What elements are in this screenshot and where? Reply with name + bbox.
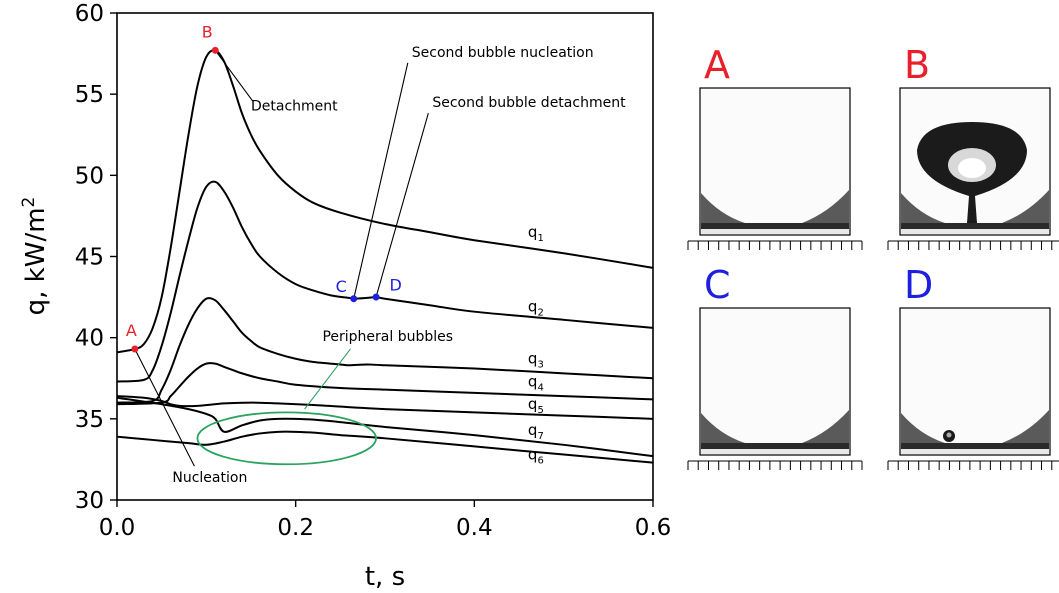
series-label-q1: q1 <box>528 223 544 244</box>
series-line-q1 <box>116 49 654 354</box>
photo-base <box>901 449 1049 454</box>
marker-point-D <box>372 293 380 301</box>
series-label-base: q <box>528 223 538 241</box>
y-axis-label-main: q, kW/m <box>21 207 51 315</box>
photo-right-meniscus <box>802 410 849 443</box>
peripheral-bubbles-ellipse <box>196 411 377 466</box>
photo-base <box>701 449 849 454</box>
series-label-q2: q2 <box>528 298 544 319</box>
series-label-q4: q4 <box>528 372 544 393</box>
series-line-q5 <box>116 395 654 420</box>
photo-heater-band <box>701 443 849 449</box>
photo-panel-B: B <box>887 43 1059 250</box>
series-label-base: q <box>528 298 538 316</box>
marker-label-B: B <box>202 22 213 41</box>
y-tick-label: 30 <box>75 488 104 514</box>
series-label-base: q <box>528 372 538 390</box>
photo-panel-letter: A <box>704 43 730 87</box>
series-label-base: q <box>528 421 538 439</box>
photo-left-meniscus <box>901 413 945 443</box>
series-label-base: q <box>528 445 538 463</box>
annotation-layer: Detachment Second bubble nucleation Second… <box>134 45 626 486</box>
photo-panel-letter: B <box>904 43 930 87</box>
photo-heater-band <box>901 223 1049 229</box>
photo-left-meniscus <box>701 193 745 223</box>
series-label-q3: q3 <box>528 350 544 371</box>
annotation-text: Nucleation <box>172 470 247 486</box>
x-tick-label: 0.2 <box>277 515 314 541</box>
y-tick-label: 45 <box>75 245 104 271</box>
photo-panel-A: A <box>687 43 863 250</box>
photo-frame <box>699 87 851 236</box>
series-label-q5: q5 <box>528 395 544 416</box>
marker-layer: A B C D <box>126 22 402 353</box>
series-label-subscript: 6 <box>537 455 543 466</box>
annotation-leader <box>375 113 429 298</box>
photo-panel-D: D <box>887 263 1059 470</box>
annotation-leader <box>304 348 351 410</box>
series-line-q3 <box>116 297 654 404</box>
marker-point-B <box>211 46 219 54</box>
series-label-subscript: 4 <box>537 382 543 393</box>
series-label-subscript: 3 <box>537 360 543 371</box>
photo-small-bubble-highlight <box>946 432 952 438</box>
marker-label-A: A <box>126 321 137 340</box>
series-label-subscript: 5 <box>537 405 543 416</box>
series-label-subscript: 2 <box>537 308 543 319</box>
y-tick-label: 40 <box>75 326 104 352</box>
photo-left-meniscus <box>901 193 945 223</box>
photo-panels: A B C D <box>687 43 1059 470</box>
photo-right-meniscus <box>802 190 849 223</box>
x-tick-label: 0.6 <box>635 515 672 541</box>
marker-point-A <box>131 345 139 353</box>
series-line-q4 <box>116 362 654 406</box>
photo-heater-band <box>701 223 849 229</box>
photo-base <box>901 229 1049 234</box>
series-label-base: q <box>528 395 538 413</box>
photo-frame <box>899 307 1051 456</box>
annotation-text: Detachment <box>251 98 338 114</box>
annotation-text: Second bubble nucleation <box>412 45 594 61</box>
photo-panel-C: C <box>687 263 863 470</box>
y-axis-label-superscript: 2 <box>19 197 39 208</box>
y-tick-label: 50 <box>75 163 104 189</box>
series-line-q6 <box>116 430 654 464</box>
annotation-leader <box>214 50 254 102</box>
photo-panel-letter: D <box>904 263 933 307</box>
series-label-q7: q7 <box>528 421 544 442</box>
annotation-text: Second bubble detachment <box>432 95 626 111</box>
series-label-subscript: 7 <box>537 431 543 442</box>
x-tick-label: 0.4 <box>456 515 493 541</box>
photo-right-meniscus <box>1002 410 1049 443</box>
photo-panel-letter: C <box>704 263 731 307</box>
peripheral-ellipse-layer <box>196 411 377 466</box>
y-tick-label: 60 <box>75 1 104 27</box>
annotation-leader <box>353 62 409 299</box>
annotation-leader <box>134 348 195 467</box>
photo-right-meniscus <box>1002 190 1049 223</box>
photo-left-meniscus <box>701 413 745 443</box>
x-tick-label: 0.0 <box>99 515 136 541</box>
series-line-q2 <box>116 180 654 383</box>
y-tick-label: 35 <box>75 407 104 433</box>
series-label-q6: q6 <box>528 445 544 466</box>
photo-heater-band <box>901 443 1049 449</box>
y-tick-label: 55 <box>75 82 104 108</box>
marker-point-C <box>350 295 358 303</box>
annotation-text: Peripheral bubbles <box>322 329 453 345</box>
marker-label-C: C <box>336 277 347 296</box>
marker-label-D: D <box>390 276 402 295</box>
photo-frame <box>699 307 851 456</box>
x-axis-label: t, s <box>365 562 405 592</box>
series-label-base: q <box>528 350 538 368</box>
photo-bubble-core <box>958 158 986 178</box>
y-axis-label: q, kW/m2 <box>19 197 51 316</box>
series-line-q7 <box>116 396 654 458</box>
series-label-subscript: 1 <box>537 233 543 244</box>
photo-base <box>701 229 849 234</box>
